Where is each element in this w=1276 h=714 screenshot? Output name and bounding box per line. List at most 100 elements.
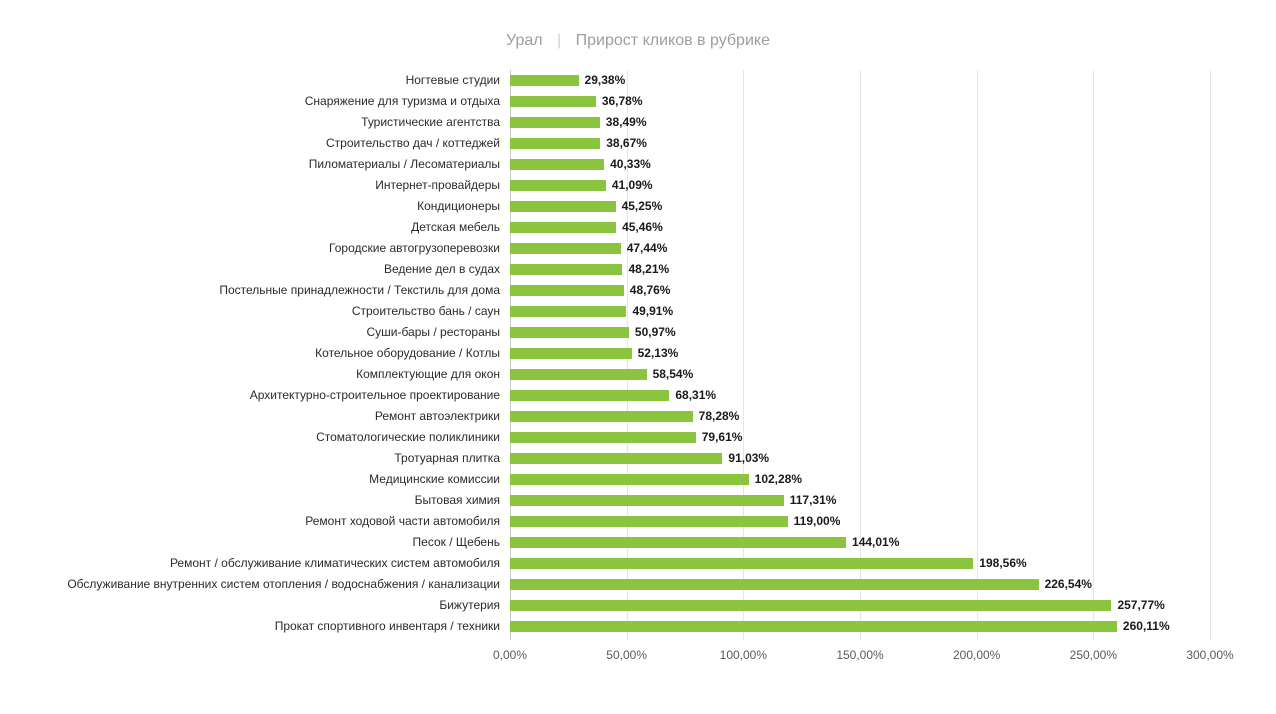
bar [510, 243, 621, 254]
bar [510, 600, 1111, 611]
chart-row: Снаряжение для туризма и отдыха36,78% [40, 91, 1236, 112]
chart-row: Строительство дач / коттеджей38,67% [40, 133, 1236, 154]
chart-row: Обслуживание внутренних систем отопления… [40, 574, 1236, 595]
value-label: 226,54% [1045, 574, 1092, 595]
category-label: Ремонт ходовой части автомобиля [40, 511, 500, 532]
category-label: Городские автогрузоперевозки [40, 238, 500, 259]
value-label: 36,78% [602, 91, 643, 112]
chart-row: Ремонт автоэлектрики 78,28% [40, 406, 1236, 427]
chart-row: Ремонт / обслуживание климатических сист… [40, 553, 1236, 574]
value-label: 68,31% [675, 385, 716, 406]
category-label: Тротуарная плитка [40, 448, 500, 469]
value-label: 91,03% [728, 448, 769, 469]
bar [510, 159, 604, 170]
chart-row: Медицинские комиссии102,28% [40, 469, 1236, 490]
value-label: 48,76% [630, 280, 671, 301]
value-label: 45,46% [622, 217, 663, 238]
category-label: Прокат спортивного инвентаря / техники [40, 616, 500, 637]
chart-row: Котельное оборудование / Котлы 52,13% [40, 343, 1236, 364]
bar [510, 285, 624, 296]
chart-row: Прокат спортивного инвентаря / техники26… [40, 616, 1236, 637]
chart-row: Интернет-провайдеры41,09% [40, 175, 1236, 196]
bar [510, 348, 632, 359]
chart-row: Постельные принадлежности / Текстиль для… [40, 280, 1236, 301]
category-label: Интернет-провайдеры [40, 175, 500, 196]
category-label: Комплектующие для окон [40, 364, 500, 385]
x-tick-label: 200,00% [953, 648, 1000, 662]
bar [510, 495, 784, 506]
title-separator: | [557, 32, 561, 49]
chart-row: Туристические агентства 38,49% [40, 112, 1236, 133]
category-label: Ремонт автоэлектрики [40, 406, 500, 427]
bar [510, 369, 647, 380]
value-label: 78,28% [699, 406, 740, 427]
chart-row: Стоматологические поликлиники79,61% [40, 427, 1236, 448]
bar [510, 201, 616, 212]
value-label: 40,33% [610, 154, 651, 175]
chart-row: Детская мебель45,46% [40, 217, 1236, 238]
category-label: Строительство бань / саун [40, 301, 500, 322]
bar [510, 432, 696, 443]
category-label: Суши-бары / рестораны [40, 322, 500, 343]
value-label: 29,38% [585, 70, 626, 91]
x-tick-label: 0,00% [493, 648, 527, 662]
value-label: 257,77% [1117, 595, 1164, 616]
value-label: 58,54% [653, 364, 694, 385]
category-label: Песок / Щебень [40, 532, 500, 553]
category-label: Кондиционеры [40, 196, 500, 217]
bar [510, 138, 600, 149]
category-label: Ведение дел в судах [40, 259, 500, 280]
bar [510, 306, 626, 317]
category-label: Строительство дач / коттеджей [40, 133, 500, 154]
bar [510, 264, 622, 275]
bar [510, 558, 973, 569]
category-label: Ремонт / обслуживание климатических сист… [40, 553, 500, 574]
value-label: 45,25% [622, 196, 663, 217]
chart-row: Кондиционеры 45,25% [40, 196, 1236, 217]
value-label: 50,97% [635, 322, 676, 343]
chart-row: Городские автогрузоперевозки 47,44% [40, 238, 1236, 259]
bar [510, 621, 1117, 632]
category-label: Ногтевые студии [40, 70, 500, 91]
category-label: Обслуживание внутренних систем отопления… [40, 574, 500, 595]
title-left: Урал [506, 32, 543, 49]
category-label: Котельное оборудование / Котлы [40, 343, 500, 364]
chart-row: Пиломатериалы / Лесоматериалы 40,33% [40, 154, 1236, 175]
chart-area: Ногтевые студии 29,38%Снаряжение для тури… [40, 70, 1236, 690]
bar [510, 453, 722, 464]
value-label: 119,00% [794, 511, 841, 532]
bar [510, 390, 669, 401]
bar [510, 579, 1039, 590]
value-label: 47,44% [627, 238, 668, 259]
bar [510, 96, 596, 107]
bar [510, 474, 749, 485]
x-tick-label: 250,00% [1070, 648, 1117, 662]
value-label: 117,31% [790, 490, 837, 511]
category-label: Бижутерия [40, 595, 500, 616]
chart-row: Ведение дел в судах 48,21% [40, 259, 1236, 280]
x-tick-label: 300,00% [1186, 648, 1233, 662]
value-label: 48,21% [628, 259, 669, 280]
chart-row: Ремонт ходовой части автомобиля 119,00% [40, 511, 1236, 532]
chart-row: Комплектующие для окон 58,54% [40, 364, 1236, 385]
bar [510, 222, 616, 233]
chart-row: Песок / Щебень144,01% [40, 532, 1236, 553]
chart-row: Бижутерия 257,77% [40, 595, 1236, 616]
bar [510, 75, 579, 86]
chart-row: Тротуарная плитка 91,03% [40, 448, 1236, 469]
x-tick-label: 50,00% [606, 648, 647, 662]
value-label: 79,61% [702, 427, 743, 448]
chart-title: Урал | Прирост кликов в рубрике [0, 0, 1276, 50]
chart-row: Бытовая химия 117,31% [40, 490, 1236, 511]
value-label: 52,13% [638, 343, 679, 364]
chart-row: Суши-бары / рестораны 50,97% [40, 322, 1236, 343]
category-label: Медицинские комиссии [40, 469, 500, 490]
chart-row: Ногтевые студии 29,38% [40, 70, 1236, 91]
bar [510, 516, 788, 527]
category-label: Пиломатериалы / Лесоматериалы [40, 154, 500, 175]
category-label: Туристические агентства [40, 112, 500, 133]
value-label: 38,49% [606, 112, 647, 133]
category-label: Бытовая химия [40, 490, 500, 511]
category-label: Архитектурно-строительное проектирование [40, 385, 500, 406]
value-label: 198,56% [979, 553, 1026, 574]
